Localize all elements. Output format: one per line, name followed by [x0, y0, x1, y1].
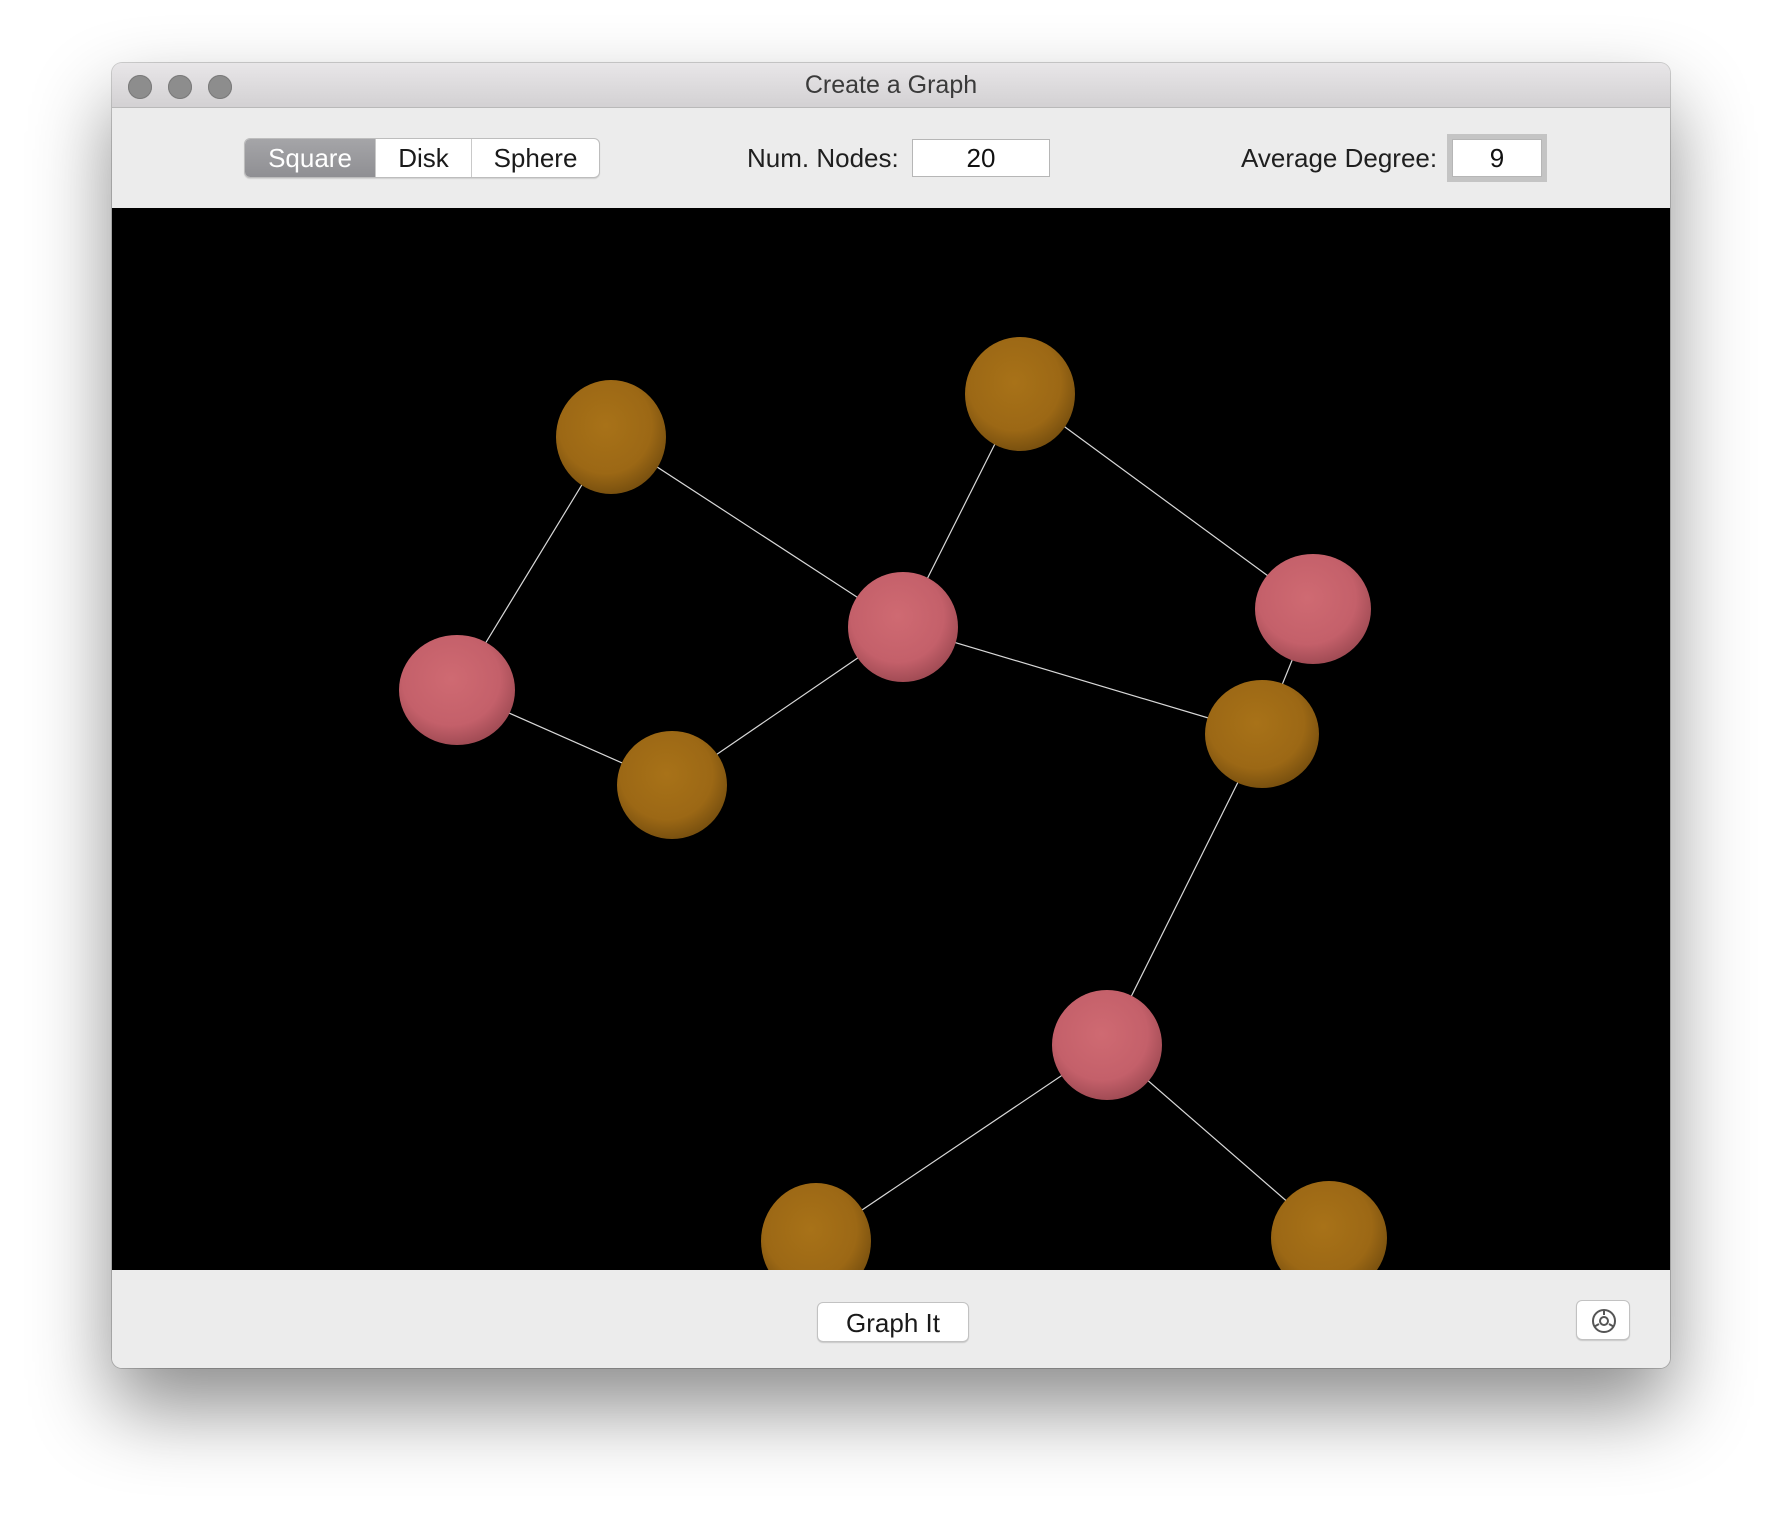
shape-segmented-control: Square Disk Sphere	[244, 138, 600, 178]
graph-edge	[1106, 733, 1263, 1046]
graph-it-button[interactable]: Graph It	[817, 1302, 969, 1342]
graph-node-orange[interactable]	[965, 337, 1075, 451]
graph-edge	[610, 436, 904, 628]
average-degree-label: Average Degree:	[1241, 143, 1438, 173]
graph-node-pink[interactable]	[1052, 990, 1162, 1100]
app-window: Create a Graph Square Disk Sphere Num. N…	[112, 63, 1670, 1368]
average-degree-input[interactable]	[1452, 139, 1542, 177]
settings-button[interactable]	[1576, 1300, 1630, 1340]
num-nodes-label: Num. Nodes:	[747, 143, 899, 173]
graph-node-orange[interactable]	[761, 1183, 871, 1270]
graph-node-orange[interactable]	[617, 731, 727, 839]
graph-node-pink[interactable]	[1255, 554, 1371, 664]
segment-sphere[interactable]: Sphere	[471, 139, 599, 177]
gear-icon	[1592, 1309, 1616, 1333]
graph-canvas[interactable]	[112, 208, 1670, 1270]
segment-square[interactable]: Square	[245, 139, 375, 177]
graph-node-pink[interactable]	[848, 572, 958, 682]
graph-node-pink[interactable]	[399, 635, 515, 745]
graph-node-orange[interactable]	[556, 380, 666, 494]
edges-layer	[456, 393, 1330, 1242]
close-window-button[interactable]	[128, 75, 152, 99]
title-bar: Create a Graph	[112, 63, 1670, 108]
nodes-layer	[399, 337, 1387, 1270]
graph-edge	[902, 626, 1263, 735]
graph-node-orange[interactable]	[1205, 680, 1319, 788]
zoom-window-button[interactable]	[208, 75, 232, 99]
graph-node-orange[interactable]	[1271, 1181, 1387, 1270]
minimize-window-button[interactable]	[168, 75, 192, 99]
graph-edge	[1019, 393, 1314, 610]
graph-edge	[815, 1044, 1108, 1242]
graph-view	[399, 337, 1387, 1270]
toolbar: Square Disk Sphere Num. Nodes: Average D…	[112, 108, 1670, 208]
segment-disk[interactable]: Disk	[375, 139, 471, 177]
window-title: Create a Graph	[804, 71, 978, 99]
bottom-bar: Graph It	[112, 1270, 1670, 1368]
num-nodes-input[interactable]	[912, 139, 1050, 177]
